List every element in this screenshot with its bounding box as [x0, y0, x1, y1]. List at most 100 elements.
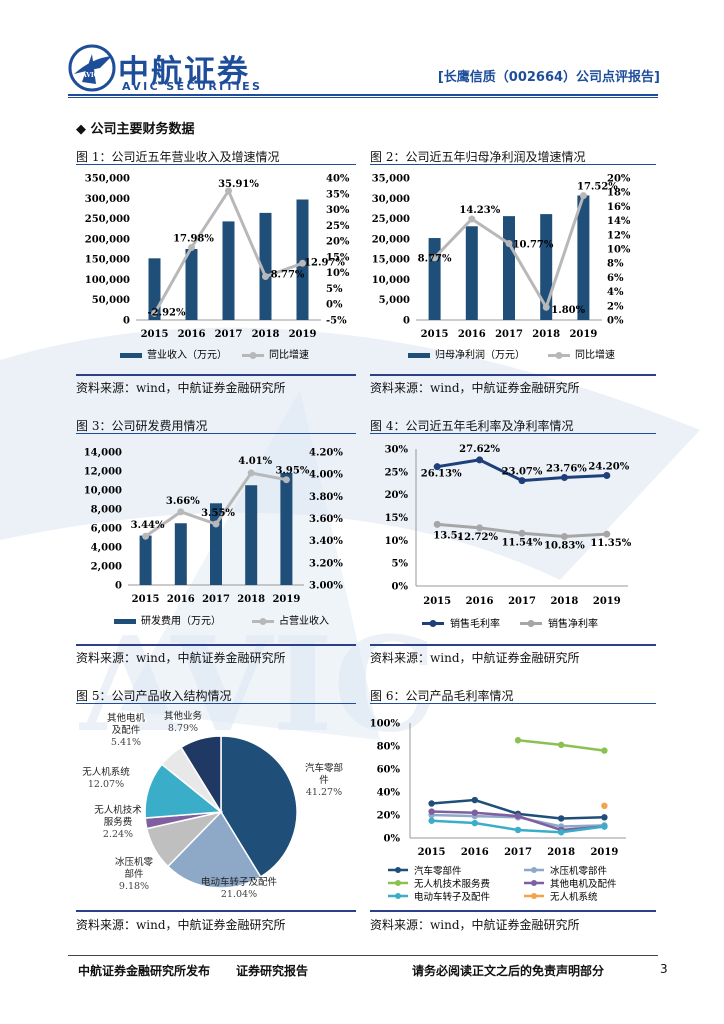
y-axis-tick-label: 25% [385, 467, 409, 478]
left-axis-tick-label: 14,000 [84, 448, 122, 459]
pie-slice-name-label: 部件 [124, 868, 144, 880]
right-axis-tick-label: 3.00% [309, 581, 343, 592]
legend-marker [527, 620, 535, 627]
x-axis-tick-label: 2017 [508, 596, 536, 607]
bar-2017 [503, 216, 515, 320]
legend-bar-swatch [120, 353, 142, 358]
left-axis-tick-label: 6,000 [91, 524, 122, 535]
growth-point-2017 [212, 520, 220, 528]
series-point [471, 809, 478, 816]
fig6-source: 资料来源：wind，中航证券金融研究所 [370, 918, 580, 932]
bar-2018 [259, 212, 272, 320]
bar-2016 [174, 523, 187, 585]
growth-data-label: 14.23% [459, 205, 500, 216]
legend-marker [395, 893, 401, 899]
legend-marker [531, 893, 537, 899]
pie-slice-percent-label: 41.27% [306, 787, 342, 798]
series-point [471, 819, 478, 827]
legend-line-marker [555, 352, 563, 359]
fig2-source: 资料来源：wind，中航证券金融研究所 [370, 381, 580, 395]
growth-data-label: -2.92% [147, 307, 186, 318]
pie-slice-name-label: 汽车零部 [305, 762, 343, 774]
left-axis-tick-label: 0 [123, 316, 130, 327]
pie-slice-percent-label: 8.79% [168, 723, 198, 734]
left-axis-tick-label: 350,000 [85, 174, 130, 185]
growth-point-2016 [468, 215, 476, 223]
bar-2017 [222, 221, 235, 320]
x-axis-tick-label: 2019 [593, 596, 621, 607]
fig3-rd-chart: 0 2,000 4,000 6,000 8,000 10,000 12,000 14,000 3… [84, 448, 344, 628]
left-axis-tick-label: 2,000 [91, 562, 122, 573]
right-axis-tick-label: 4% [607, 287, 624, 298]
section-title: ◆ 公司主要财务数据 [76, 122, 195, 137]
pie-slice-name-label: 无人机系统 [82, 766, 130, 778]
left-axis-tick-label: 4,000 [91, 543, 122, 554]
legend-line-label: 同比增速 [269, 348, 309, 361]
pie-slice-percent-label: 5.41% [111, 737, 141, 748]
series-point [428, 808, 435, 815]
fig5-title: 图 5：公司产品收入结构情况 [76, 689, 232, 703]
bar-2015 [139, 535, 152, 585]
legend-label: 无人机技术服务费 [414, 878, 490, 890]
pie-slice-name-label: 其他电机 [107, 712, 146, 724]
bar-2019 [296, 199, 309, 320]
logo-chinese: 中航证券 [118, 54, 250, 90]
fig4-margin-chart: 0% 5% 10% 15% 20% 25% 30% 26.13% 27.62% 23.07% 23.… [385, 444, 632, 630]
y-axis-tick-label: 15% [385, 513, 409, 524]
fig3-top-rule [76, 433, 356, 434]
logo-mark-text: AVIC [81, 72, 99, 79]
x-axis-tick-label: 2015 [421, 329, 449, 340]
header-rule-thin [68, 97, 658, 98]
bar-2018 [245, 485, 258, 585]
legend-label: 汽车零部件 [414, 865, 462, 877]
fig3-title: 图 3：公司研发费用情况 [76, 419, 208, 433]
legend-label: 其他电机及配件 [550, 878, 617, 890]
right-axis-tick-label: 3.60% [309, 514, 343, 525]
series-point [603, 530, 611, 538]
legend-line-label: 同比增速 [575, 348, 615, 361]
series-point [518, 477, 526, 485]
legend-line-marker [259, 618, 267, 625]
right-axis-tick-label: 0% [326, 300, 343, 311]
series-point [560, 473, 568, 481]
left-axis-tick-label: 250,000 [85, 214, 130, 225]
fig4-top-rule [370, 433, 656, 434]
right-axis-tick-label: 14% [607, 216, 631, 227]
footer-publisher: 中航证券金融研究所发布 [78, 964, 211, 978]
right-axis-tick-label: 10% [326, 268, 350, 279]
growth-point-2015 [431, 254, 439, 262]
legend-bar-swatch [114, 619, 136, 624]
series-point [476, 524, 484, 532]
growth-data-label: 8.77% [271, 270, 305, 281]
fig3-bottom-rule [76, 644, 356, 646]
series-point [471, 796, 478, 804]
series-point [514, 826, 522, 834]
legend-label: 销售净利率 [548, 617, 598, 630]
fig2-profit-chart: 0 5,000 10,000 15,000 20,000 25,000 30,000 35,0… [372, 174, 631, 362]
legend-marker [531, 867, 537, 873]
pie-slice-1 [166, 810, 262, 889]
x-axis-tick-label: 2018 [252, 329, 280, 340]
pie-slice-name-label: 冰压机零 [115, 856, 154, 868]
fig3-source: 资料来源：wind，中航证券金融研究所 [76, 651, 286, 665]
left-axis-tick-label: 200,000 [85, 234, 130, 245]
x-axis-tick-label: 2015 [141, 329, 169, 340]
right-axis-tick-label: 30% [326, 205, 350, 216]
fig1-title: 图 1：公司近五年营业收入及增速情况 [76, 150, 280, 164]
right-axis-tick-label: 20% [326, 237, 350, 248]
left-axis-tick-label: 300,000 [85, 194, 130, 205]
right-axis-tick-label: 6% [607, 273, 624, 284]
growth-point-2019 [579, 192, 587, 200]
pie-slice-percent-label: 2.24% [103, 829, 133, 840]
left-axis-tick-label: 20,000 [372, 234, 410, 245]
fig1-source: 资料来源：wind，中航证券金融研究所 [76, 381, 286, 395]
report-tag: [长鹰信质（002664）公司点评报告] [437, 70, 660, 85]
fig6-product-margin-chart: 0% 20% 40% 60% 80% 100% 2015 2016 2017 2018 2019 汽车… [370, 719, 626, 903]
pie-slice-name-label: 其他业务 [164, 710, 203, 722]
x-axis-tick-label: 2017 [215, 329, 243, 340]
y-axis-tick-label: 60% [377, 765, 401, 776]
series-point [603, 471, 611, 479]
fig5-top-rule [76, 703, 356, 704]
watermark-text: AVIC [78, 608, 437, 761]
